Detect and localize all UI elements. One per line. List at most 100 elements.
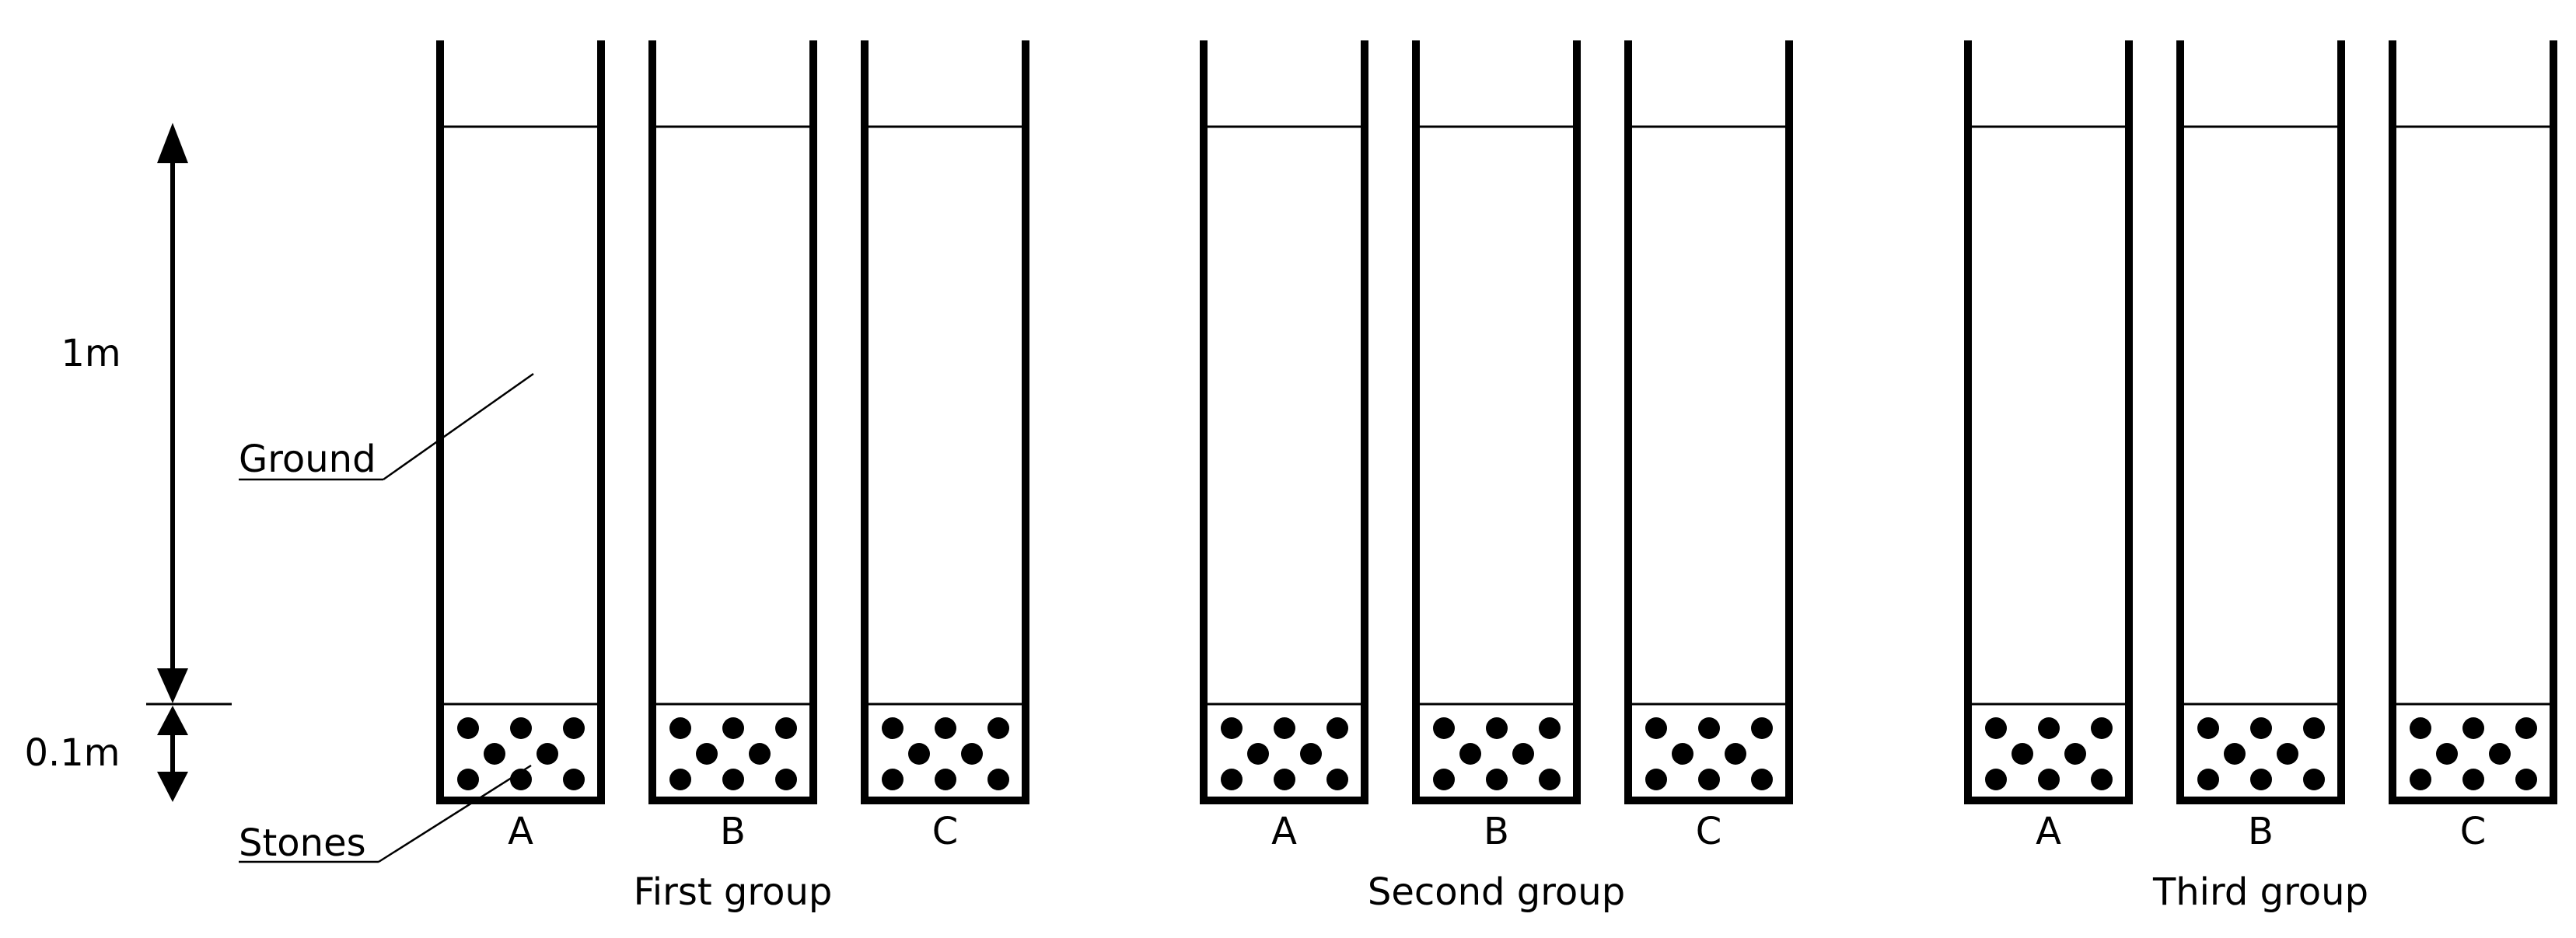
column-wall — [436, 40, 605, 804]
column-label: A — [508, 810, 533, 853]
column-wall — [2389, 40, 2557, 804]
stone — [1486, 717, 1508, 739]
stone — [908, 743, 930, 765]
column: C — [861, 40, 1029, 853]
column-label: C — [932, 810, 959, 853]
stone — [1221, 717, 1243, 739]
stone — [1326, 717, 1348, 739]
stone — [2012, 743, 2033, 765]
dimension-1m — [157, 123, 188, 703]
stone — [961, 743, 983, 765]
column: B — [1412, 40, 1581, 853]
stone — [510, 769, 532, 790]
ground-callout-label: Ground — [239, 438, 376, 481]
stone — [2303, 769, 2325, 790]
stone — [1459, 743, 1481, 765]
stone — [2462, 717, 2484, 739]
stone — [510, 717, 532, 739]
stone — [882, 769, 904, 790]
stone — [2064, 743, 2086, 765]
depth-label-0-1m: 0.1m — [24, 731, 120, 775]
column: A — [1200, 40, 1368, 853]
stone — [2410, 769, 2431, 790]
column-label: B — [720, 810, 746, 853]
stone — [1645, 717, 1667, 739]
group-1: A B C First group — [436, 40, 1029, 914]
stone — [2091, 769, 2113, 790]
stone — [2303, 717, 2325, 739]
stone — [669, 769, 691, 790]
stone — [457, 717, 479, 739]
column-wall — [2176, 40, 2345, 804]
stone — [1725, 743, 1746, 765]
column-label: C — [2460, 810, 2487, 853]
stone — [563, 769, 585, 790]
stone — [1539, 717, 1561, 739]
dimension-0-1m — [157, 706, 188, 802]
stone — [2197, 769, 2219, 790]
stone — [2197, 717, 2219, 739]
stone — [457, 769, 479, 790]
stone — [2038, 769, 2060, 790]
column: B — [648, 40, 817, 853]
stone — [2462, 769, 2484, 790]
column-groups: A B C First group A B C Second group A B C Third gr… — [436, 40, 2557, 914]
stone — [1539, 769, 1561, 790]
stone — [2410, 717, 2431, 739]
ground-callout: Ground — [239, 372, 534, 481]
stone — [1751, 769, 1773, 790]
group-3: A B C Third group — [1964, 40, 2557, 914]
stone — [987, 717, 1009, 739]
stone — [1433, 769, 1455, 790]
column-wall — [861, 40, 1029, 804]
stone — [1985, 769, 2007, 790]
stone — [1221, 769, 1243, 790]
stone — [722, 717, 744, 739]
column: A — [436, 40, 605, 853]
stone — [669, 717, 691, 739]
stone — [2436, 743, 2458, 765]
group-label: Third group — [2152, 870, 2368, 914]
column-wall — [1200, 40, 1368, 804]
column: C — [1624, 40, 1793, 853]
stone — [1486, 769, 1508, 790]
stone — [1512, 743, 1534, 765]
stone — [1274, 717, 1295, 739]
column: B — [2176, 40, 2345, 853]
group-2: A B C Second group — [1200, 40, 1793, 914]
stone — [2489, 743, 2511, 765]
stone — [2515, 769, 2537, 790]
stone — [987, 769, 1009, 790]
stone — [935, 769, 956, 790]
column-wall — [648, 40, 817, 804]
stone — [484, 743, 505, 765]
stone — [696, 743, 718, 765]
stone — [775, 717, 797, 739]
stone — [1247, 743, 1269, 765]
stone — [1985, 717, 2007, 739]
stone — [749, 743, 771, 765]
stone — [2515, 717, 2537, 739]
stone — [1645, 769, 1667, 790]
column: C — [2389, 40, 2557, 853]
column-wall — [1964, 40, 2133, 804]
stone — [2250, 769, 2272, 790]
stone — [2277, 743, 2298, 765]
column-label: A — [2036, 810, 2061, 853]
column: A — [1964, 40, 2133, 853]
stone — [1274, 769, 1295, 790]
column-label: A — [1271, 810, 1297, 853]
stone — [563, 717, 585, 739]
stone — [537, 743, 558, 765]
stone — [1698, 769, 1720, 790]
stone — [1672, 743, 1693, 765]
depth-label-1m: 1m — [61, 332, 121, 375]
stone — [2091, 717, 2113, 739]
stones-callout-label: Stones — [239, 821, 366, 865]
stone — [1698, 717, 1720, 739]
stone — [1300, 743, 1322, 765]
stone — [1751, 717, 1773, 739]
stone — [1326, 769, 1348, 790]
stone — [882, 717, 904, 739]
